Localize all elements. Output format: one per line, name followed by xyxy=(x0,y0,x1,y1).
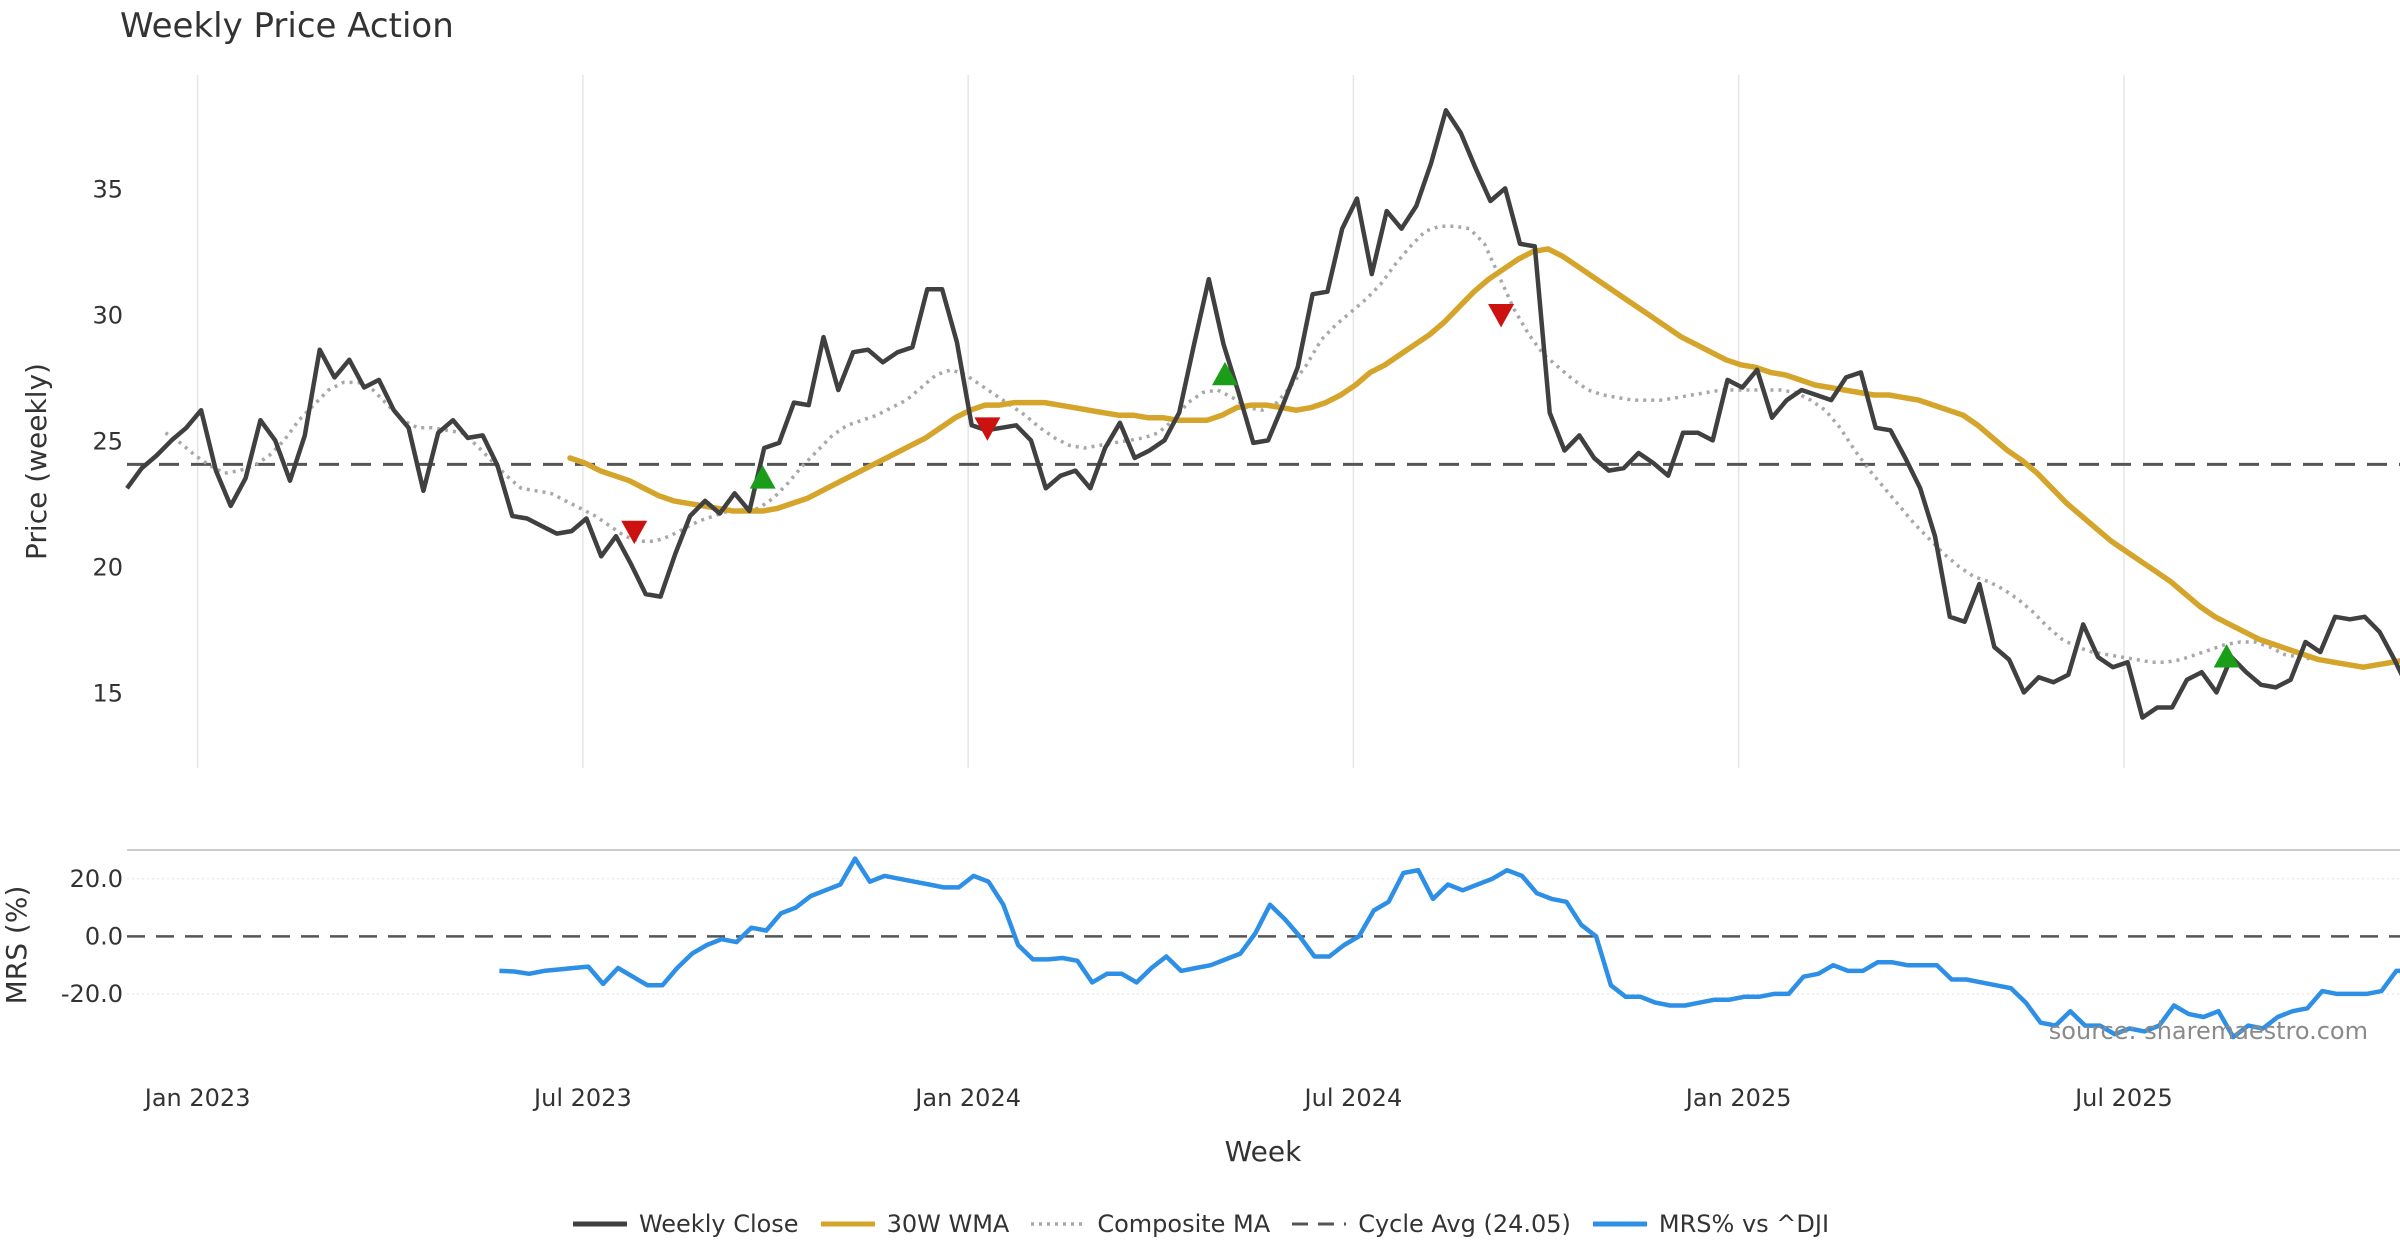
legend-label: Cycle Avg (24.05) xyxy=(1358,1210,1571,1238)
legend-label: 30W WMA xyxy=(886,1210,1010,1238)
sell-signal-marker xyxy=(1488,304,1515,328)
price-y-axis-label: Price (weekly) xyxy=(20,363,53,560)
legend-item-mrs[interactable]: MRS% vs ^DJI xyxy=(1591,1210,1829,1238)
x-axis: Jan 2023 Jul 2023 Jan 2024 Jul 2024 Jan 2025… xyxy=(143,1084,2173,1112)
x-tick-label: Jan 2024 xyxy=(913,1084,1021,1112)
chart-title: Weekly Price Action xyxy=(120,6,454,46)
legend: Weekly Close 30W WMA Composite MA Cycle … xyxy=(0,1210,2400,1238)
mrs-y-tick-label: 20.0 xyxy=(70,865,123,893)
mrs-y-tick-label: 0.0 xyxy=(85,922,123,950)
x-tick-label: Jan 2025 xyxy=(1684,1084,1792,1112)
wma-line xyxy=(567,246,2400,670)
legend-label: Weekly Close xyxy=(638,1210,799,1238)
sell-signal-marker xyxy=(621,520,648,545)
weekly-close-line xyxy=(125,108,2400,720)
mrs-y-tick-label: -20.0 xyxy=(61,980,123,1008)
legend-item-cycle-avg[interactable]: Cycle Avg (24.05) xyxy=(1290,1210,1571,1238)
x-tick-label: Jul 2024 xyxy=(1303,1084,1403,1112)
price-y-tick-label: 15 xyxy=(92,679,123,707)
price-y-tick-label: 30 xyxy=(92,301,123,329)
legend-label: MRS% vs ^DJI xyxy=(1658,1210,1830,1238)
legend-item-composite-ma[interactable]: Composite MA xyxy=(1029,1210,1270,1238)
mrs-line xyxy=(499,856,2400,1040)
buy-signal-marker xyxy=(749,465,776,489)
x-tick-label: Jan 2023 xyxy=(143,1084,251,1112)
price-series-layer xyxy=(125,108,2400,720)
x-axis-label: Week xyxy=(1225,1135,1302,1168)
x-tick-label: Jul 2025 xyxy=(2073,1084,2173,1112)
legend-item-30w-wma[interactable]: 30W WMA xyxy=(819,1210,1010,1238)
x-tick-label: Jul 2023 xyxy=(532,1084,632,1112)
mrs-series-layer xyxy=(499,856,2400,1040)
legend-label: Composite MA xyxy=(1097,1210,1271,1238)
legend-item-weekly-close[interactable]: Weekly Close xyxy=(571,1210,799,1238)
mrs-y-axis: 20.0 0.0 -20.0 xyxy=(61,865,123,1008)
buy-signal-marker xyxy=(1211,361,1238,386)
source-watermark: source: sharemaestro.com xyxy=(2048,1017,2368,1045)
price-y-tick-label: 25 xyxy=(92,427,123,455)
sell-signal-marker xyxy=(974,417,1001,441)
price-grid xyxy=(196,75,2125,768)
mrs-grid xyxy=(127,878,2400,995)
mrs-y-axis-label: MRS (%) xyxy=(0,886,33,1005)
buy-signal-marker xyxy=(2213,644,2240,668)
price-y-axis: 15 20 25 30 35 xyxy=(92,175,123,707)
price-y-tick-label: 35 xyxy=(92,175,123,203)
signal-markers xyxy=(621,304,2240,668)
price-y-tick-label: 20 xyxy=(92,553,123,581)
